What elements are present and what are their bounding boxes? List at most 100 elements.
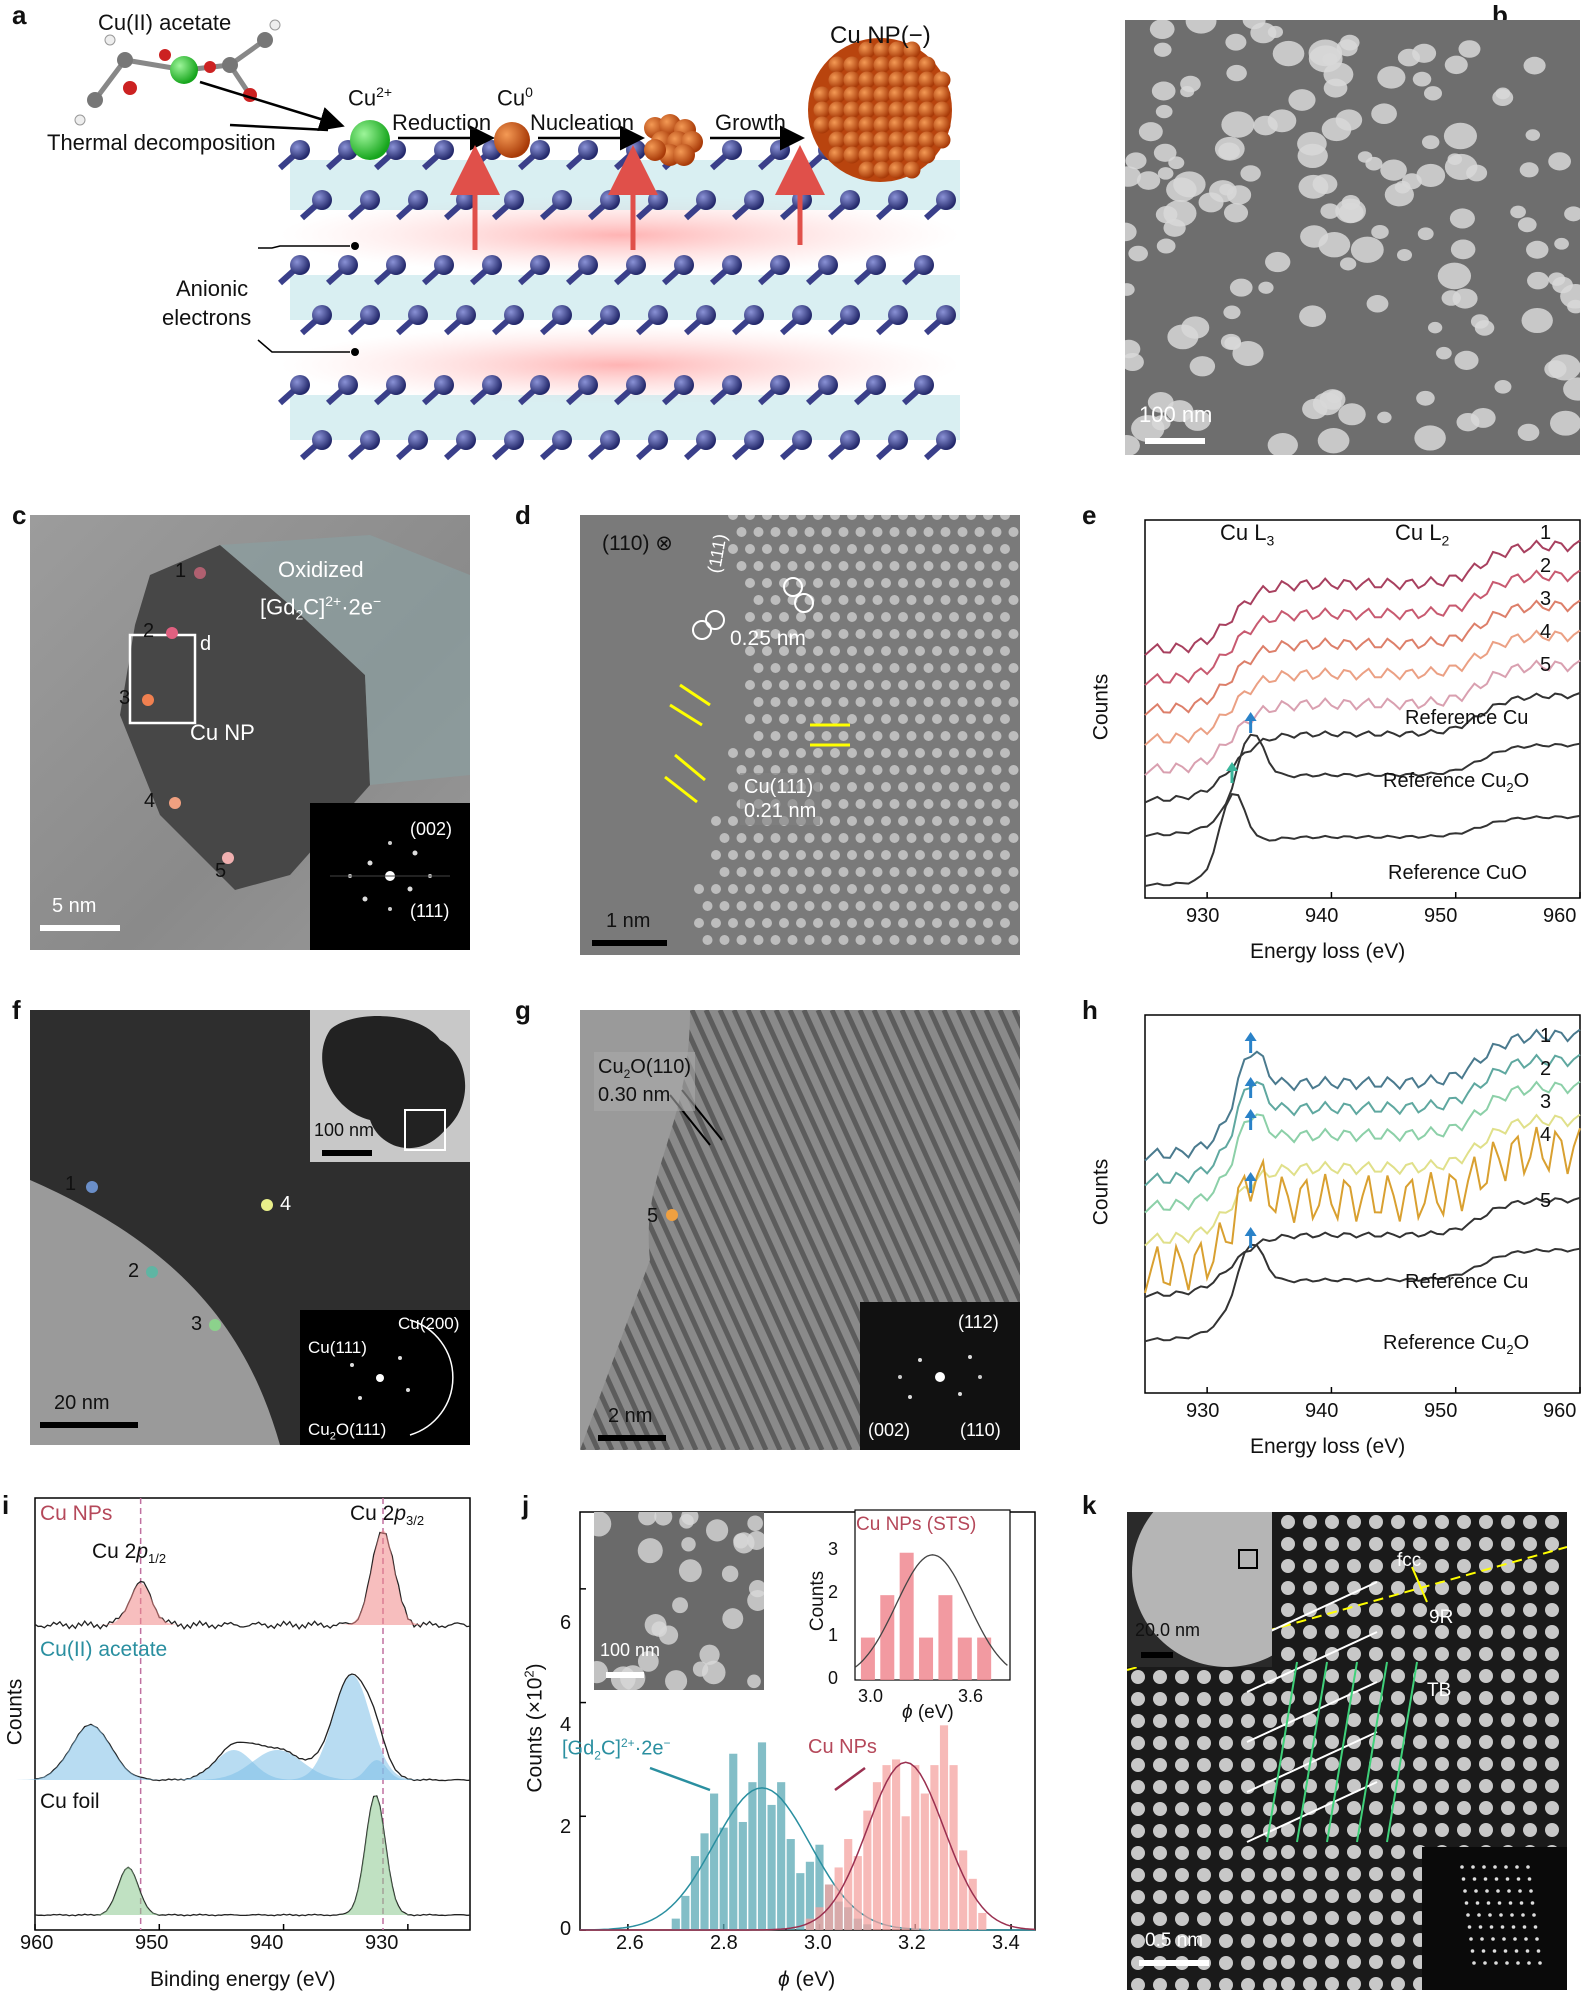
nanoparticle bbox=[1339, 257, 1357, 271]
atom-column bbox=[1479, 1647, 1493, 1661]
fft-inset-c: (002) (111) bbox=[310, 803, 470, 950]
histogram-bar bbox=[968, 1878, 977, 1930]
cu-atom bbox=[858, 71, 876, 89]
nanoparticle bbox=[1225, 33, 1247, 51]
lattice-spot bbox=[898, 748, 908, 758]
inset-scale-label-k: 20.0 nm bbox=[1135, 1620, 1201, 1640]
lattice-spot bbox=[779, 515, 789, 520]
kpfm-particle bbox=[658, 1625, 679, 1645]
fft-spot bbox=[1496, 1889, 1500, 1893]
lattice-spot bbox=[1000, 714, 1010, 724]
lattice-spot bbox=[838, 935, 849, 945]
atom-column bbox=[1241, 1978, 1255, 1990]
xps-component bbox=[159, 1750, 309, 1780]
nanoparticle bbox=[1494, 380, 1512, 394]
lattice-spot bbox=[804, 901, 815, 911]
lattice-spot bbox=[762, 646, 772, 656]
xtick-i-950: 950 bbox=[135, 1932, 169, 1954]
point-2: 2 bbox=[143, 620, 155, 642]
kpfm-particle bbox=[665, 1670, 688, 1690]
lattice-spot bbox=[983, 714, 993, 724]
atom-column bbox=[1281, 1955, 1295, 1969]
cu2plus-ion bbox=[350, 120, 390, 160]
lattice-spot bbox=[889, 527, 900, 537]
lattice-spot bbox=[991, 867, 1002, 877]
cu-atom bbox=[828, 86, 846, 104]
lattice-spot bbox=[864, 918, 874, 928]
atom-column bbox=[1369, 1977, 1383, 1990]
hrtem-image-g: Cu2O(110) 0.30 nm 5 (112) (002) (110) 2 n… bbox=[580, 1010, 1020, 1450]
twin-boundary-line bbox=[1246, 1731, 1378, 1793]
lattice-spot bbox=[966, 646, 976, 656]
histogram-bar bbox=[863, 1810, 872, 1930]
lattice-spot bbox=[915, 714, 925, 724]
nanoparticle bbox=[1232, 341, 1264, 366]
lattice-spot bbox=[804, 629, 815, 639]
cu-atom bbox=[858, 56, 876, 74]
histogram-bar bbox=[815, 1907, 824, 1930]
lattice-spot bbox=[864, 782, 874, 792]
atom-column bbox=[1523, 1669, 1537, 1683]
atom-column bbox=[1303, 1889, 1317, 1903]
fft-112-label: (112) bbox=[958, 1312, 999, 1332]
fft-cu111-label: Cu(111) bbox=[308, 1338, 367, 1357]
sts-xtick-0: 3.0 bbox=[858, 1686, 884, 1706]
lattice-spot bbox=[821, 663, 832, 673]
histogram-bar bbox=[738, 1821, 747, 1930]
cu-atom bbox=[873, 116, 891, 134]
lattice-spot bbox=[702, 901, 713, 911]
atom-column bbox=[1241, 1692, 1255, 1706]
lattice-spot bbox=[813, 515, 823, 520]
boundary-line bbox=[1127, 1546, 1567, 1671]
nanoparticle bbox=[1564, 206, 1580, 222]
nanoparticle bbox=[1167, 324, 1199, 350]
lattice-spot bbox=[813, 544, 823, 554]
tem-image-f: 100 nm Cu(200) Cu(111) Cu2O(111) 1 2 3 4… bbox=[30, 1010, 470, 1445]
lattice-spot bbox=[932, 680, 942, 690]
lattice-spot bbox=[847, 748, 857, 758]
l2-label: Cu L2 bbox=[1395, 520, 1450, 549]
acetate-label-i: Cu(II) acetate bbox=[40, 1638, 168, 1661]
fft-spot bbox=[1499, 1913, 1503, 1917]
atom-column bbox=[1197, 1846, 1211, 1860]
lattice-spot bbox=[915, 680, 925, 690]
lattice-spot bbox=[872, 629, 883, 639]
lattice-spot bbox=[1000, 515, 1010, 520]
atom-column bbox=[1479, 1625, 1493, 1639]
cu-atom bbox=[888, 101, 906, 119]
nanoparticle bbox=[1454, 350, 1479, 370]
lattice-spot bbox=[881, 816, 891, 826]
atom-column bbox=[1263, 1736, 1277, 1750]
nanoparticle bbox=[1458, 40, 1481, 58]
lattice-spot bbox=[915, 850, 925, 860]
atom-column bbox=[1479, 1515, 1493, 1529]
cu-atom bbox=[843, 146, 861, 164]
lattice-spot bbox=[957, 595, 968, 605]
panel-label-e: e bbox=[1082, 500, 1097, 530]
lattice-spot bbox=[787, 561, 798, 571]
fft-spot bbox=[1513, 1937, 1517, 1941]
sts-xlabel: ϕ (eV) bbox=[902, 1702, 954, 1723]
xps-chart-i bbox=[11, 1497, 471, 1931]
atom-column bbox=[1219, 1824, 1233, 1838]
atom-column bbox=[1501, 1625, 1515, 1639]
xps-component bbox=[88, 1867, 168, 1915]
atom-column bbox=[1457, 1713, 1471, 1727]
lattice-spot bbox=[745, 612, 755, 622]
atom-column bbox=[1197, 1692, 1211, 1706]
atom-column bbox=[1479, 1537, 1493, 1551]
panel-label-j: j bbox=[522, 1490, 530, 1520]
nanoparticle bbox=[1423, 86, 1442, 101]
lattice-spot bbox=[813, 918, 823, 928]
atom-column bbox=[1303, 1911, 1317, 1925]
lattice-spot bbox=[932, 850, 942, 860]
lattice-spot bbox=[753, 595, 764, 605]
kpfm-particle bbox=[637, 1651, 659, 1672]
lattice-spot bbox=[923, 799, 934, 809]
lattice-spot bbox=[889, 663, 900, 673]
gd-atom bbox=[434, 140, 454, 160]
lattice-spot bbox=[770, 527, 781, 537]
atom-column bbox=[1241, 1868, 1255, 1882]
lattice-spot bbox=[728, 884, 738, 894]
lattice-spot bbox=[847, 680, 857, 690]
